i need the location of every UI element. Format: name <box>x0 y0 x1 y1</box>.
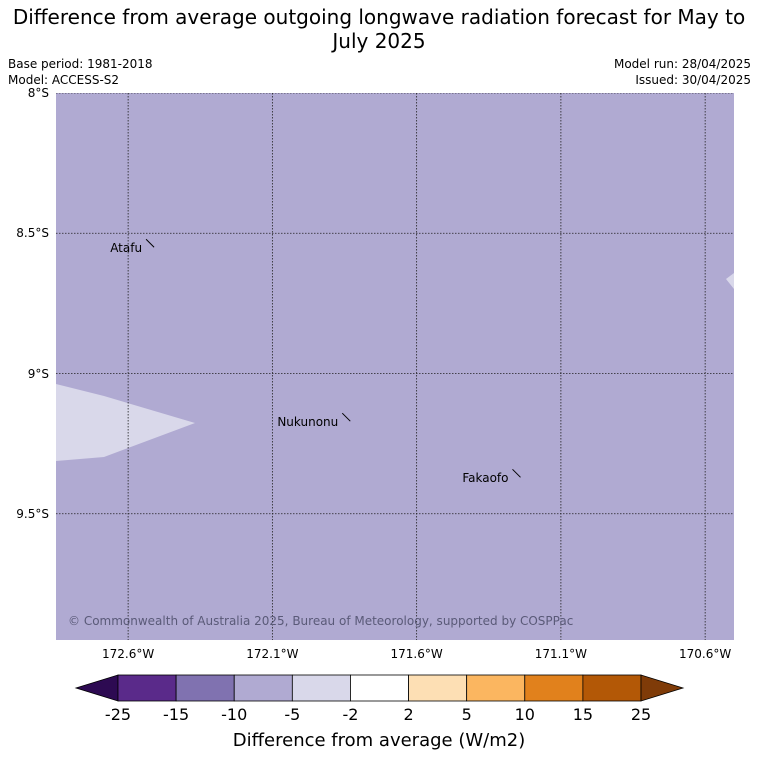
colorbar-bin <box>175 674 235 702</box>
lat-tick-label: 9.5°S <box>16 506 49 521</box>
anomaly-patch-west <box>56 384 195 461</box>
lon-tick-label: 172.1°W <box>246 647 299 661</box>
base-period: Base period: 1981-2018 <box>8 57 153 71</box>
colorbar-tick-label: 2 <box>403 705 414 724</box>
colorbar-tick-label: 15 <box>572 705 594 724</box>
colorbar-tick-label: -25 <box>104 705 132 724</box>
colorbar-bin <box>291 674 351 702</box>
colorbar-under-arrow <box>74 674 119 702</box>
island-outline <box>145 238 155 248</box>
colorbar-bin <box>408 674 468 702</box>
place-label: Nukunonu <box>277 415 339 430</box>
colorbar-tick-label: -15 <box>163 705 190 724</box>
colorbar-bin <box>582 674 642 702</box>
lon-tick-label: 172.6°W <box>102 647 155 661</box>
lat-tick-label: 8°S <box>27 86 49 100</box>
colorbar-bin <box>466 674 526 702</box>
map-canvas <box>56 93 734 640</box>
island-outline <box>341 412 351 422</box>
colorbar-over-arrow <box>640 674 685 702</box>
lon-tick-label: 170.6°W <box>679 647 732 661</box>
colorbar <box>74 674 685 702</box>
colorbar-tick-label: 5 <box>461 705 472 724</box>
colorbar-bin <box>117 674 177 702</box>
model-run: Model run: 28/04/2025 <box>613 57 751 71</box>
colorbar-bin <box>524 674 584 702</box>
colorbar-tick-label: 25 <box>630 705 652 724</box>
map-panel[interactable] <box>56 93 734 640</box>
map-title: Difference from average outgoing longwav… <box>12 5 746 53</box>
place-label: Fakaofo <box>462 471 509 486</box>
lon-tick-label: 171.6°W <box>390 647 443 661</box>
colorbar-tick-label: -5 <box>284 705 301 724</box>
island-outline <box>512 468 521 478</box>
issued-date: Issued: 30/04/2025 <box>635 73 751 87</box>
place-markers <box>145 238 521 478</box>
colorbar-bin <box>233 674 293 702</box>
colorbar-bin <box>350 674 409 702</box>
meta-left: Base period: 1981-2018 Model: ACCESS-S2 <box>8 56 153 88</box>
lon-tick-label: 171.1°W <box>534 647 587 661</box>
meta-right: Model run: 28/04/2025 Issued: 30/04/2025 <box>614 56 751 88</box>
colorbar-title: Difference from average (W/m2) <box>232 730 526 751</box>
colorbar-tick-label: -2 <box>342 705 359 724</box>
anomaly-patch-east <box>726 273 734 289</box>
colorbar-tick-label: 10 <box>514 705 535 724</box>
lat-tick-label: 9°S <box>27 366 49 381</box>
place-label: Atafu <box>110 241 143 256</box>
colorbar-tick-label: -10 <box>221 705 248 724</box>
copyright-text: © Commonwealth of Australia 2025, Bureau… <box>68 614 574 628</box>
model-name: Model: ACCESS-S2 <box>8 73 120 87</box>
graticule <box>56 93 734 640</box>
lat-tick-label: 8.5°S <box>16 226 49 241</box>
